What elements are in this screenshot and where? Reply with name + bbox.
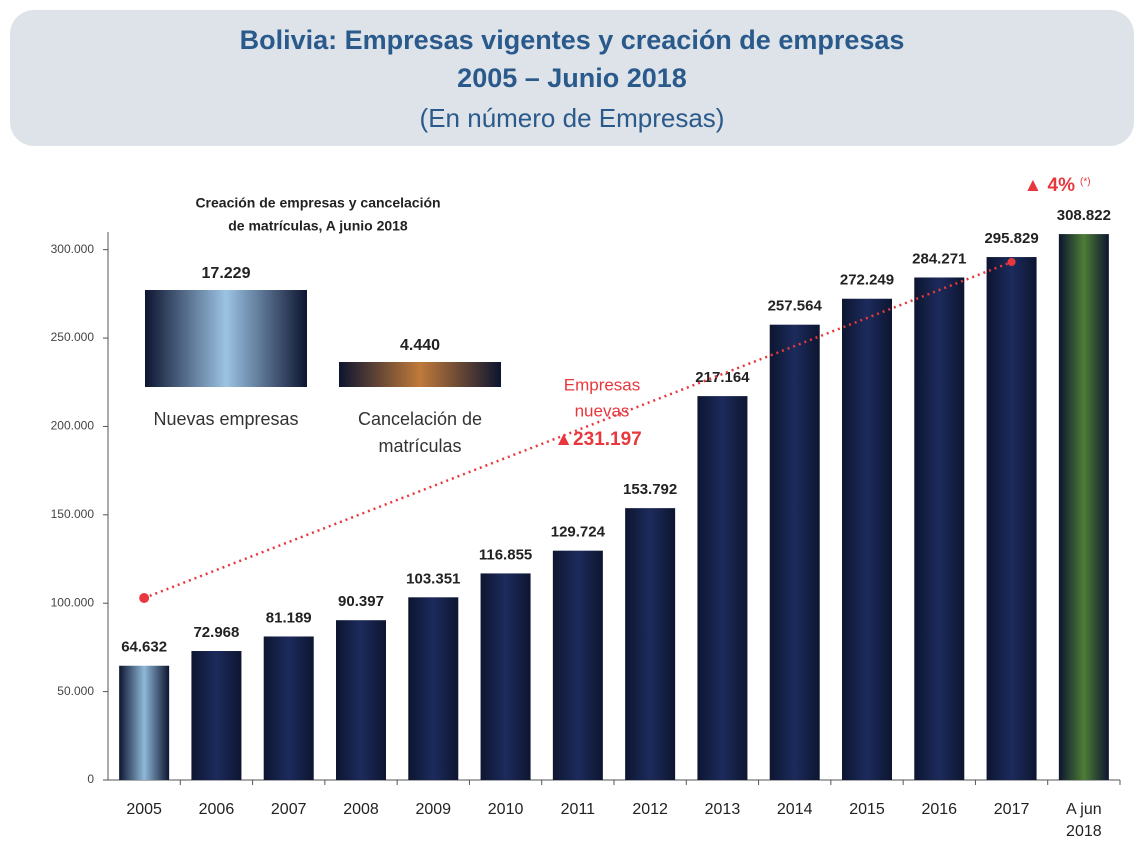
inset-bar — [339, 362, 501, 387]
data-label: 272.249 — [840, 272, 894, 289]
inset-title: Creación de empresas y cancelación — [195, 195, 440, 211]
x-tick-label: 2016 — [921, 801, 957, 818]
data-label: 81.189 — [266, 609, 312, 626]
y-tick-label: 50.000 — [57, 684, 94, 698]
data-label: 308.822 — [1057, 207, 1111, 224]
annotation: nuevas — [575, 401, 630, 420]
bar — [552, 550, 603, 780]
x-tick-label: 2011 — [561, 801, 596, 818]
bar — [408, 597, 459, 780]
inset-category: Nuevas empresas — [153, 409, 298, 429]
inset-data-label: 4.440 — [400, 337, 440, 354]
bar — [625, 508, 676, 780]
x-tick-label: 2013 — [705, 801, 741, 818]
y-tick-label: 150.000 — [51, 507, 95, 521]
inset-data-label: 17.229 — [202, 265, 251, 282]
data-label: 295.829 — [984, 230, 1038, 247]
annotation: ▲231.197 — [554, 429, 642, 450]
data-label: 72.968 — [193, 624, 239, 641]
inset-bar — [145, 290, 307, 387]
bar — [263, 636, 314, 780]
data-label: 257.564 — [768, 298, 823, 315]
x-tick-label: 2008 — [343, 801, 379, 818]
x-tick-label: 2010 — [488, 801, 524, 818]
x-tick-label: 2015 — [849, 801, 885, 818]
bar — [480, 573, 531, 780]
inset-category: Cancelación de — [358, 409, 482, 429]
bar — [191, 651, 242, 780]
inset-title: de matrículas, A junio 2018 — [228, 218, 408, 234]
x-tick-label: 2007 — [271, 801, 307, 818]
chart-subtitle: 2005 – Junio 2018 — [457, 63, 687, 93]
trend-dot — [139, 593, 150, 603]
inset-category: matrículas — [378, 436, 461, 456]
bar — [1058, 234, 1109, 780]
bar — [769, 324, 820, 780]
data-label: 90.397 — [338, 593, 384, 610]
bar — [119, 665, 170, 780]
trend-line — [143, 260, 1013, 600]
y-tick-label: 200.000 — [51, 419, 95, 433]
y-tick-label: 300.000 — [51, 242, 95, 256]
trend-dot — [1007, 258, 1016, 266]
data-label: 217.164 — [695, 369, 750, 386]
x-tick-label: 2012 — [632, 801, 668, 818]
data-label: 64.632 — [121, 639, 167, 656]
annotation: Empresas — [564, 375, 641, 394]
chart-subtitle: (En número de Empresas) — [420, 103, 725, 133]
x-tick-label: 2014 — [777, 801, 813, 818]
x-tick-label: 2006 — [199, 801, 235, 818]
y-tick-label: 250.000 — [51, 330, 95, 344]
chart-title: Bolivia: Empresas vigentes y creación de… — [240, 25, 905, 55]
x-tick-label: 2009 — [415, 801, 451, 818]
bar — [697, 396, 748, 780]
bar — [986, 257, 1037, 780]
data-label: 103.351 — [406, 570, 460, 587]
y-tick-label: 0 — [87, 772, 94, 786]
x-tick-label: A jun 2018 — [1066, 801, 1102, 840]
y-tick-label: 100.000 — [51, 595, 95, 609]
annotation: (*) — [1080, 177, 1091, 188]
data-label: 153.792 — [623, 481, 677, 498]
bar — [336, 620, 386, 780]
bar — [842, 298, 892, 780]
data-label: 116.855 — [479, 546, 532, 563]
data-label: 284.271 — [912, 250, 966, 267]
x-tick-label: 2005 — [126, 801, 162, 818]
bar — [914, 277, 965, 780]
annotation: ▲ 4% — [1023, 175, 1075, 196]
x-tick-label: 2017 — [994, 801, 1030, 818]
title-box — [10, 10, 1134, 146]
data-label: 129.724 — [551, 524, 606, 541]
